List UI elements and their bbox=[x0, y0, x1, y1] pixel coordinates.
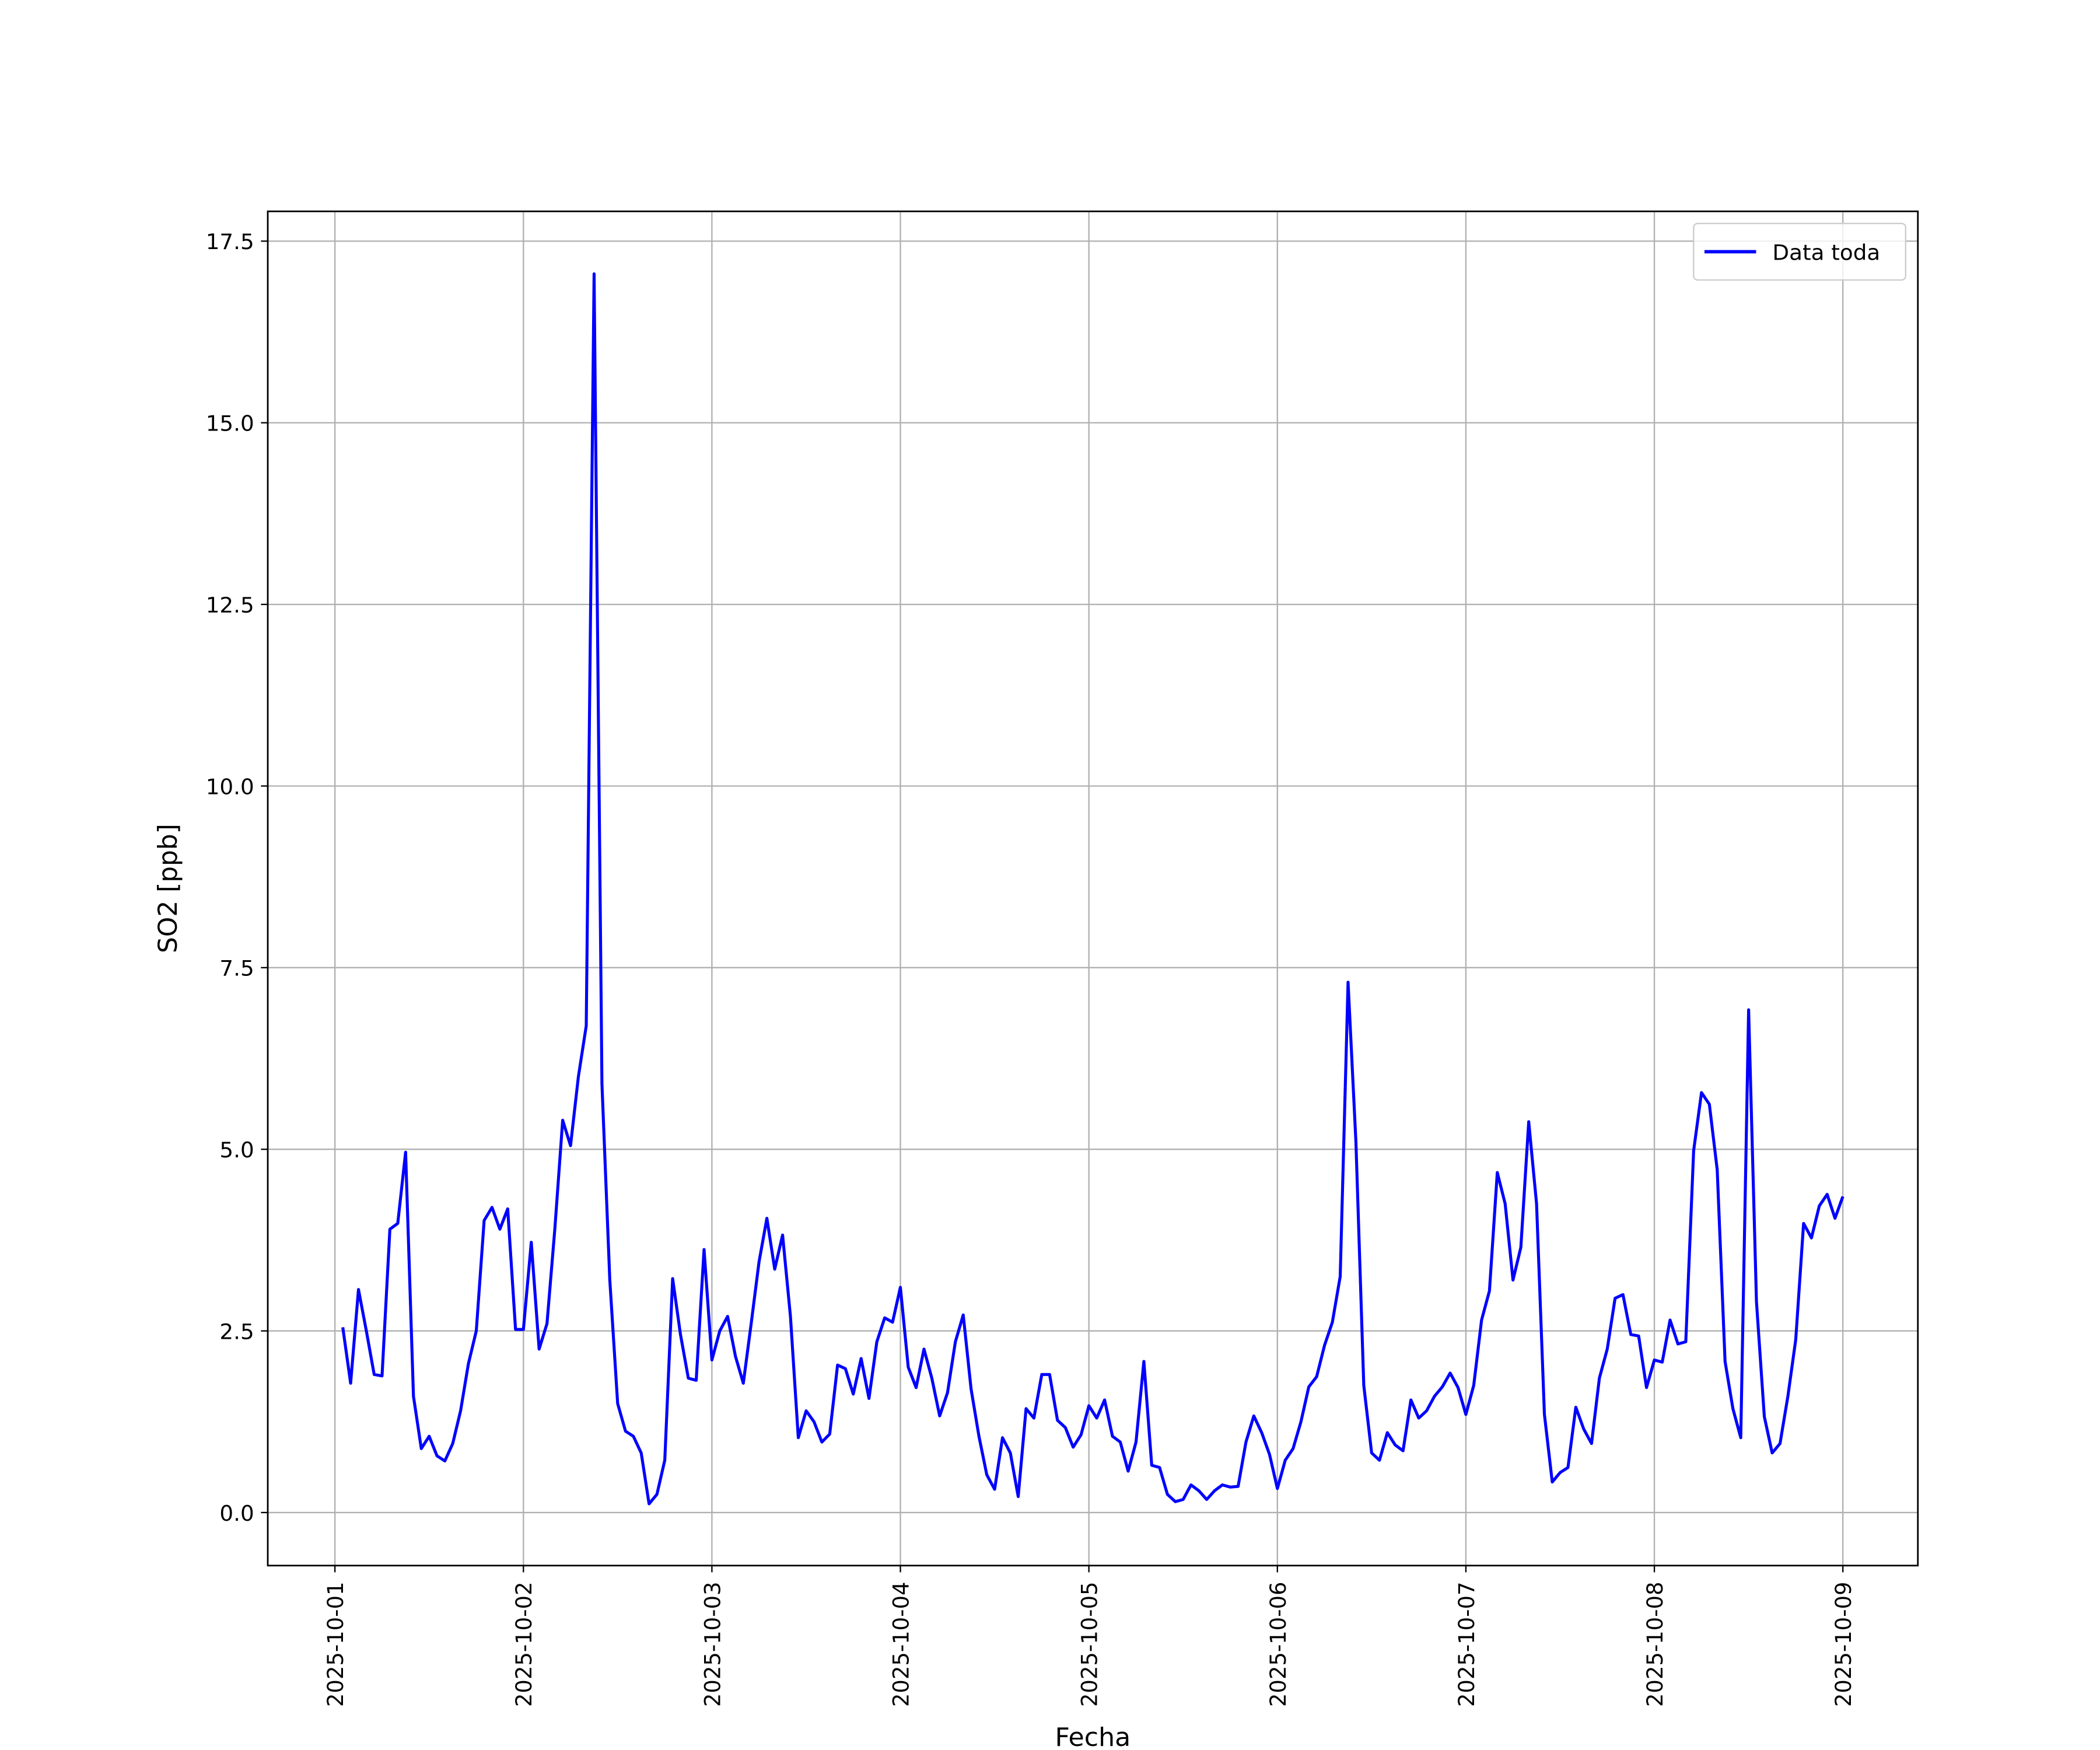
data-line bbox=[341, 272, 1845, 1506]
x-tick-label: 2025-10-04 bbox=[888, 1582, 914, 1707]
x-tick-label: 2025-10-09 bbox=[1831, 1582, 1856, 1707]
y-tick-label: 12.5 bbox=[206, 593, 254, 618]
y-tick-label: 2.5 bbox=[219, 1320, 254, 1345]
x-tick-label: 2025-10-05 bbox=[1077, 1582, 1102, 1707]
y-axis-label: SO2 [ppb] bbox=[153, 824, 183, 953]
y-tick-label: 5.0 bbox=[219, 1138, 254, 1163]
y-tick-label: 10.0 bbox=[206, 774, 254, 799]
y-tick-label: 7.5 bbox=[219, 956, 254, 981]
y-tick-label: 0.0 bbox=[219, 1501, 254, 1526]
legend: Data toda bbox=[1693, 222, 1906, 281]
x-tick-label: 2025-10-01 bbox=[323, 1582, 348, 1707]
x-tick-label: 2025-10-08 bbox=[1643, 1582, 1668, 1707]
x-tick-label: 2025-10-06 bbox=[1266, 1582, 1291, 1707]
legend-box bbox=[1693, 222, 1906, 281]
x-tick-label: 2025-10-03 bbox=[700, 1582, 725, 1707]
x-tick-label: 2025-10-02 bbox=[512, 1582, 537, 1707]
x-tick-label: 2025-10-07 bbox=[1454, 1582, 1479, 1707]
y-tick-label: 15.0 bbox=[206, 411, 254, 436]
legend-label: Data toda bbox=[1772, 240, 1880, 265]
y-tick-label: 17.5 bbox=[206, 229, 254, 254]
x-axis-label: Fecha bbox=[1055, 1723, 1131, 1750]
plot-frame bbox=[267, 210, 1919, 1567]
